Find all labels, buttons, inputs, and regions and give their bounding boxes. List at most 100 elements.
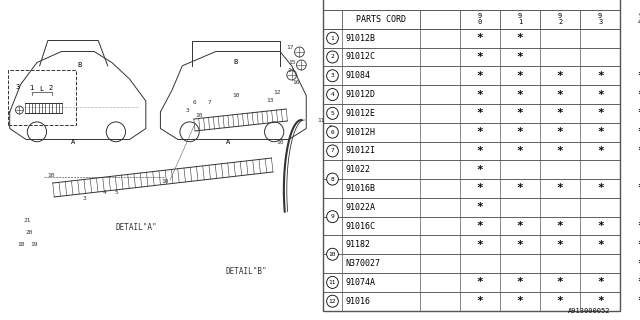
- Text: 91012E: 91012E: [345, 109, 375, 118]
- Text: *: *: [557, 221, 564, 231]
- Text: *: *: [557, 240, 564, 250]
- Text: 6: 6: [331, 130, 334, 135]
- Text: 91012D: 91012D: [345, 90, 375, 99]
- Bar: [323, 85, 620, 104]
- Text: *: *: [516, 90, 524, 100]
- Text: *: *: [516, 127, 524, 137]
- Text: *: *: [637, 127, 640, 137]
- Text: 1: 1: [29, 85, 33, 91]
- Circle shape: [326, 107, 339, 119]
- Text: 3: 3: [331, 73, 334, 78]
- Text: 10: 10: [196, 113, 203, 117]
- Text: *: *: [597, 127, 604, 137]
- Text: *: *: [477, 165, 483, 175]
- Bar: [323, 160, 620, 179]
- Text: *: *: [477, 183, 483, 194]
- Bar: [323, 198, 620, 217]
- Text: *: *: [477, 127, 483, 137]
- Text: 91016B: 91016B: [345, 184, 375, 193]
- Bar: [323, 273, 620, 292]
- Text: *: *: [597, 240, 604, 250]
- Circle shape: [326, 211, 339, 223]
- Bar: [8, 70, 76, 125]
- Text: L: L: [40, 86, 44, 92]
- Text: *: *: [597, 183, 604, 194]
- Circle shape: [15, 106, 23, 114]
- Text: *: *: [557, 183, 564, 194]
- Text: 4: 4: [331, 92, 334, 97]
- Text: 91012B: 91012B: [345, 34, 375, 43]
- Text: *: *: [597, 90, 604, 100]
- Text: 9: 9: [333, 132, 337, 138]
- Text: 91012C: 91012C: [345, 52, 375, 61]
- Text: A913000052: A913000052: [568, 308, 611, 314]
- Circle shape: [326, 295, 339, 307]
- Text: *: *: [637, 146, 640, 156]
- Text: 3: 3: [186, 108, 189, 113]
- Text: 1: 1: [331, 36, 334, 41]
- Text: *: *: [637, 221, 640, 231]
- Text: *: *: [516, 33, 524, 43]
- Text: *: *: [477, 90, 483, 100]
- Circle shape: [326, 248, 339, 260]
- Text: *: *: [477, 296, 483, 306]
- Text: B: B: [77, 62, 82, 68]
- Text: *: *: [597, 146, 604, 156]
- Text: A: A: [227, 139, 230, 145]
- Text: 91084: 91084: [345, 71, 370, 80]
- Text: *: *: [516, 277, 524, 287]
- Text: 11: 11: [329, 280, 336, 285]
- Text: *: *: [597, 277, 604, 287]
- Circle shape: [294, 47, 304, 57]
- Text: 15: 15: [288, 60, 296, 65]
- Text: *: *: [557, 90, 564, 100]
- Text: 12: 12: [329, 299, 336, 304]
- Bar: [323, 104, 620, 123]
- Circle shape: [326, 173, 339, 185]
- Text: 2: 2: [331, 54, 334, 60]
- Text: A: A: [71, 139, 75, 145]
- Bar: [323, 141, 620, 160]
- Bar: [323, 48, 620, 66]
- Text: *: *: [516, 52, 524, 62]
- Text: 6: 6: [193, 100, 196, 105]
- Text: *: *: [557, 127, 564, 137]
- Circle shape: [326, 51, 339, 63]
- Text: 3: 3: [15, 84, 20, 90]
- Text: DETAIL"B": DETAIL"B": [225, 268, 267, 276]
- Text: *: *: [597, 108, 604, 118]
- Circle shape: [287, 70, 296, 80]
- Text: *: *: [477, 221, 483, 231]
- Text: 9
0: 9 0: [478, 13, 482, 25]
- Text: *: *: [516, 296, 524, 306]
- Text: *: *: [477, 146, 483, 156]
- Text: N370027: N370027: [345, 259, 380, 268]
- Text: *: *: [597, 71, 604, 81]
- Text: 18: 18: [18, 243, 25, 247]
- Text: 9
4: 9 4: [638, 13, 640, 25]
- Circle shape: [264, 122, 284, 142]
- Bar: [323, 236, 620, 254]
- Text: *: *: [477, 71, 483, 81]
- Text: *: *: [477, 202, 483, 212]
- Text: *: *: [516, 183, 524, 194]
- Text: 10: 10: [329, 252, 336, 257]
- Text: 9
2: 9 2: [558, 13, 563, 25]
- Text: *: *: [477, 240, 483, 250]
- Text: 10: 10: [161, 179, 169, 183]
- Text: *: *: [557, 108, 564, 118]
- Text: *: *: [477, 108, 483, 118]
- Text: *: *: [637, 71, 640, 81]
- Bar: [323, 0, 620, 311]
- Text: 10: 10: [48, 172, 55, 178]
- Text: PARTS CORD: PARTS CORD: [356, 15, 406, 24]
- Text: *: *: [516, 146, 524, 156]
- Text: 5: 5: [329, 124, 332, 130]
- Text: *: *: [597, 296, 604, 306]
- Circle shape: [326, 32, 339, 44]
- Text: 13: 13: [266, 98, 274, 102]
- Bar: [323, 217, 620, 236]
- Text: 91182: 91182: [345, 240, 370, 249]
- Text: 7: 7: [331, 148, 334, 153]
- Text: *: *: [637, 108, 640, 118]
